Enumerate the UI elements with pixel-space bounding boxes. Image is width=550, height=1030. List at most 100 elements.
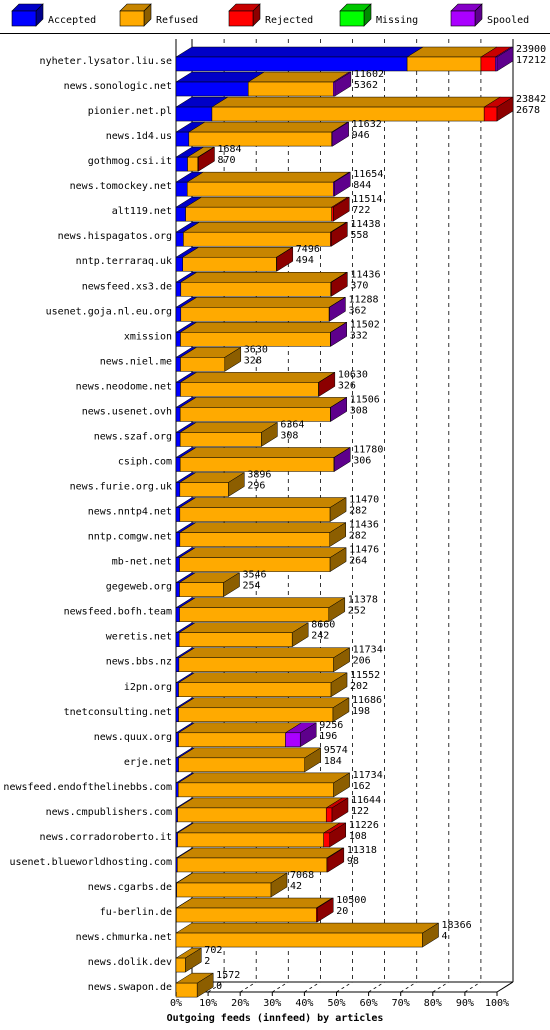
bar-segment-accepted: [175, 607, 180, 622]
row-total-label: 1684: [217, 144, 241, 155]
bar-segment-accepted: [175, 382, 181, 397]
row-label: nntp.comgw.net: [88, 532, 172, 543]
row-accepted-label: 108: [349, 831, 367, 842]
row-accepted-label: 326: [338, 380, 356, 391]
bar-top-refused: [179, 422, 279, 433]
legend-label-missing: Missing: [376, 15, 418, 26]
bar-segment-rejected: [483, 106, 498, 122]
bar-end-face: [334, 447, 351, 472]
x-tick-label: 70%: [392, 998, 410, 1009]
bar-segment-rejected: [325, 807, 333, 823]
x-tick-label: 100%: [485, 998, 509, 1009]
bar-top-refused: [179, 272, 348, 283]
row-accepted-label: 206: [353, 656, 371, 667]
bar-end-face: [334, 171, 351, 197]
row-accepted-label: 306: [353, 455, 371, 466]
row-label: usenet.goja.nl.eu.org: [46, 306, 172, 317]
row-accepted-label: 2678: [516, 105, 540, 116]
bar-top-refused: [178, 497, 347, 508]
row-total-label: 23842: [516, 94, 546, 105]
bar-segment-accepted: [175, 432, 181, 447]
row-label: news.corradoroberto.it: [40, 832, 172, 843]
row-total-label: 7068: [290, 870, 314, 881]
row-accepted-label: 98: [347, 856, 359, 867]
row-total-label: 11644: [351, 795, 381, 806]
bar-end-face: [331, 271, 348, 297]
row-total-label: 11734: [353, 770, 383, 781]
row-total-label: 9574: [324, 745, 348, 756]
bar-end-face: [329, 547, 347, 573]
row-accepted-label: 20: [336, 906, 348, 917]
bar-segment-accepted: [175, 682, 179, 697]
bar-top-refused: [179, 372, 336, 383]
row-accepted-label: 254: [243, 581, 261, 592]
row-accepted-label: 5362: [354, 80, 378, 91]
x-tick-label: 20%: [231, 998, 249, 1009]
row-accepted-label: 362: [348, 305, 366, 316]
row-total-label: 3546: [243, 570, 267, 581]
row-label: weretis.net: [106, 632, 172, 643]
row-label: gegeweb.org: [106, 582, 172, 593]
row-accepted-label: 4: [442, 931, 448, 942]
bar-top-refused: [187, 121, 349, 133]
bar-top-refused: [176, 822, 341, 834]
floor-grid-line: [432, 981, 450, 993]
bar-top-refused: [178, 622, 310, 633]
x-tick-label: 80%: [424, 998, 442, 1009]
row-total-label: 11436: [350, 269, 380, 280]
bar-top-refused: [177, 672, 348, 683]
bar-segment-accepted: [175, 231, 184, 247]
floor-grid-line: [368, 981, 385, 993]
row-total-label: 11438: [350, 219, 380, 230]
floor-grid-line: [304, 981, 321, 993]
row-accepted-label: 0: [216, 981, 222, 992]
floor-grid-line: [464, 981, 482, 993]
bar-segment-accepted: [175, 81, 249, 97]
row-accepted-label: 844: [353, 180, 371, 191]
bar-segment-accepted: [175, 106, 213, 122]
bar-end-face: [422, 922, 439, 948]
bar-segment-refused: [179, 407, 331, 422]
bar-top-refused: [211, 96, 502, 108]
x-axis-title: Outgoing feeds (innfeed) by articles: [167, 1012, 384, 1024]
bar-end-face: [318, 371, 336, 397]
bar-top-refused: [178, 547, 347, 558]
row-label: news.niel.me: [100, 356, 172, 367]
bar-end-face: [330, 321, 347, 347]
bar-segment-accepted: [175, 357, 181, 372]
bar-top-refused: [177, 722, 303, 734]
row-total-label: 1572: [216, 970, 240, 981]
bar-end-face: [299, 722, 317, 748]
row-label: news.bbs.nz: [106, 657, 172, 668]
row-accepted-label: 558: [350, 230, 368, 241]
floor-grid-line: [336, 981, 353, 993]
bar-end-face: [329, 822, 347, 848]
bar-end-face: [224, 346, 242, 372]
bar-segment-refused: [179, 607, 330, 622]
row-total-label: 11734: [353, 645, 383, 656]
bar-segment-refused: [179, 432, 262, 447]
bar-end-face: [196, 972, 214, 998]
bar-top-refused: [179, 447, 351, 458]
row-total-label: 11686: [352, 695, 382, 706]
row-label: usenet.blueworldhosting.com: [9, 857, 172, 868]
legend-swatch-rejected: [228, 10, 254, 27]
row-label: csiph.com: [118, 456, 172, 467]
